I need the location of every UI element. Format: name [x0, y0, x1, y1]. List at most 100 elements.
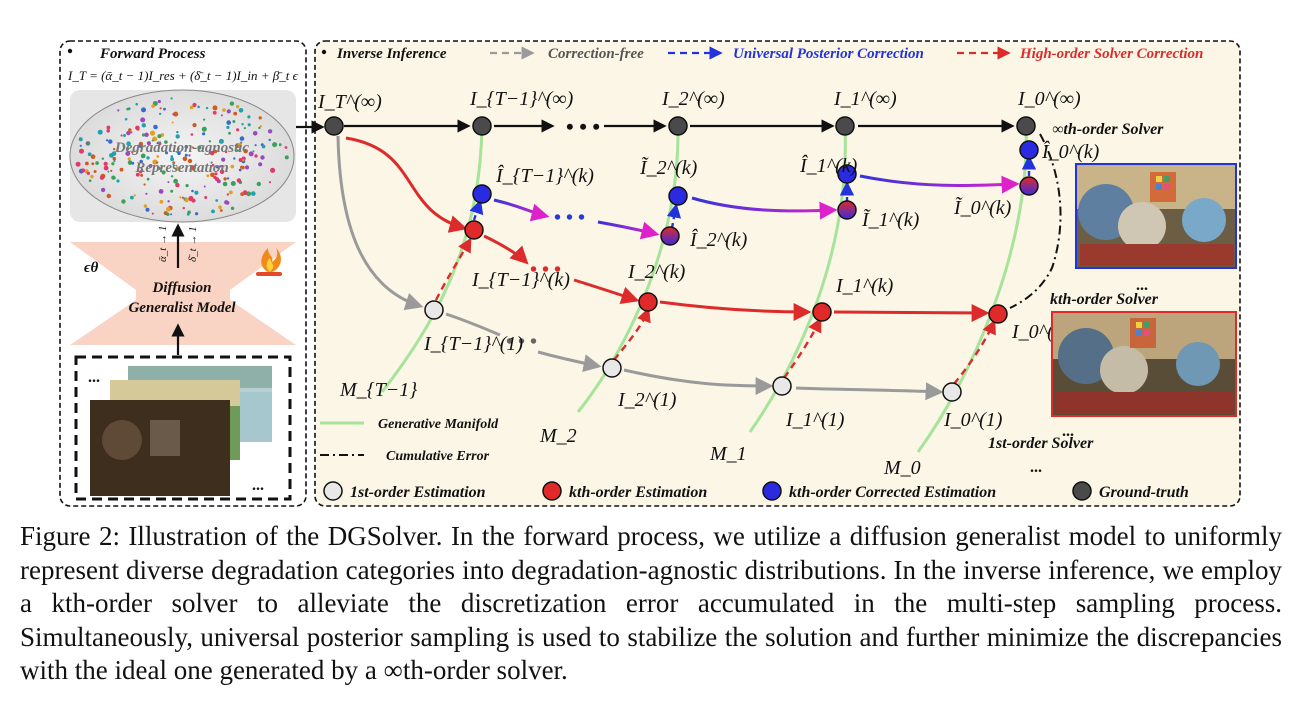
confetti-dot [170, 97, 173, 100]
gray-seg-3 [623, 368, 774, 395]
confetti-dot [111, 162, 115, 166]
label-I1-1: I_1^(1) [785, 409, 845, 431]
input-dots-top: ... [88, 369, 100, 386]
confetti-dot [236, 128, 240, 132]
confetti-dot [135, 172, 140, 177]
confetti-dot [100, 187, 106, 193]
confetti-dot [106, 193, 112, 199]
legend-corrected: kth-order Corrected Estimation [789, 484, 996, 501]
confetti-dot [88, 179, 92, 182]
forward-process-panel: Forward Process I_T = (ᾱ_t − 1)I_res + (… [59, 40, 307, 507]
confetti-dot [79, 148, 84, 154]
label-I1-hat: Î_1^(k) [799, 154, 858, 177]
confetti-dot [225, 167, 229, 170]
confetti-dot [175, 166, 180, 171]
confetti-dot [172, 163, 175, 166]
legend-inverse: Inverse Inference [336, 46, 447, 62]
confetti-dot [103, 161, 108, 166]
label-1st-solver: 1st-order Solver [988, 435, 1094, 452]
confetti-dot [192, 123, 197, 128]
confetti-dot [170, 157, 175, 162]
confetti-dot [222, 108, 226, 112]
confetti-dot [278, 143, 282, 147]
confetti-dot [167, 181, 170, 184]
confetti-dot [219, 209, 223, 212]
confetti-dot [171, 121, 174, 124]
confetti-dot [164, 140, 168, 144]
confetti-dot [218, 138, 224, 144]
confetti-dot [90, 154, 96, 159]
degraded-image-1-chart [150, 420, 180, 456]
alpha-label: ᾱ_t → 1 [157, 226, 169, 262]
confetti-dot [170, 213, 173, 216]
confetti-dot [148, 164, 153, 168]
confetti-dot [173, 111, 179, 117]
node-I1-hat [837, 164, 857, 184]
confetti-dot [220, 114, 223, 117]
confetti-dot [270, 167, 276, 173]
confetti-dot [202, 132, 206, 136]
node-IT1-hat [472, 184, 492, 204]
confetti-dot [135, 125, 140, 131]
confetti-dot [155, 161, 159, 164]
confetti-dot [195, 212, 199, 216]
node-I2-inf [668, 116, 688, 136]
confetti-dot [221, 157, 226, 162]
label-M-1: M_1 [709, 443, 747, 465]
confetti-dot [85, 161, 89, 166]
confetti-dot [156, 166, 161, 171]
confetti-dot [259, 125, 262, 128]
confetti-dot [186, 212, 190, 216]
label-IT1-hat: Î_{T−1}^(k) [495, 164, 594, 187]
confetti-dot [126, 107, 129, 111]
confetti-dot [201, 126, 207, 132]
degraded-image-2-side [240, 392, 272, 442]
confetti-dot [126, 141, 131, 146]
node-I0-tilde [1019, 176, 1039, 196]
confetti-dot [268, 138, 271, 142]
confetti-dot [106, 125, 111, 130]
node-I2-1 [602, 358, 622, 378]
confetti-dot [140, 173, 144, 177]
confetti-dot [224, 200, 229, 205]
confetti-dot [233, 157, 236, 160]
confetti-dot [192, 102, 197, 108]
epsilon-theta-label: ϵθ [84, 260, 98, 276]
gray-curve-IT-to-1st [336, 135, 424, 311]
confetti-dot [131, 161, 135, 165]
confetti-dot [213, 149, 218, 154]
confetti-dot [261, 144, 266, 149]
label-I1-tilde: Ĩ_1^(k) [861, 207, 920, 231]
purple-seg-1 [493, 198, 550, 222]
node-I1-inf [835, 116, 855, 136]
confetti-dot [247, 123, 251, 127]
confetti-dot [182, 156, 188, 162]
confetti-dot [159, 107, 162, 110]
confetti-dot [256, 181, 261, 187]
confetti-dot [248, 151, 254, 157]
confetti-dot [144, 132, 149, 137]
confetti-dot [252, 150, 255, 153]
cloud-label-2: Representation [134, 160, 228, 176]
confetti-dot [190, 133, 194, 136]
node-IT1-k [464, 220, 484, 240]
confetti-dot [237, 142, 242, 148]
legend-kth-dot [542, 481, 562, 501]
confetti-dot [101, 157, 105, 160]
confetti-dot [244, 165, 250, 170]
confetti-dot [167, 200, 170, 203]
confetti-dot [113, 160, 116, 163]
confetti-dot [131, 151, 134, 154]
confetti-dot [228, 131, 231, 135]
result-image-kth [1051, 311, 1237, 417]
gray-dots: • • • [506, 331, 537, 353]
node-I0-1 [942, 382, 962, 402]
confetti-dot [272, 142, 278, 148]
confetti-dot [212, 110, 217, 115]
confetti-dot [175, 182, 180, 188]
label-I2-inf: I_2^(∞) [661, 88, 725, 110]
confetti-dot [258, 116, 262, 120]
inverse-inference-panel: Inverse Inference Correction-free Univer… [296, 40, 1241, 507]
confetti-dot [141, 123, 146, 128]
